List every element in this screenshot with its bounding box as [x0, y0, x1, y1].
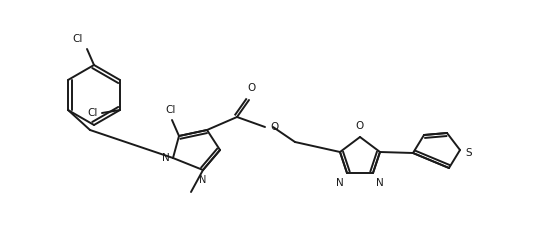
Text: N: N [162, 153, 170, 163]
Text: N: N [199, 175, 207, 185]
Text: O: O [356, 121, 364, 131]
Text: O: O [270, 122, 278, 132]
Text: Cl: Cl [73, 34, 83, 44]
Text: N: N [376, 178, 384, 188]
Text: Cl: Cl [88, 108, 98, 118]
Text: O: O [247, 83, 255, 93]
Text: Cl: Cl [166, 105, 176, 115]
Text: S: S [465, 148, 472, 158]
Text: N: N [336, 178, 344, 188]
